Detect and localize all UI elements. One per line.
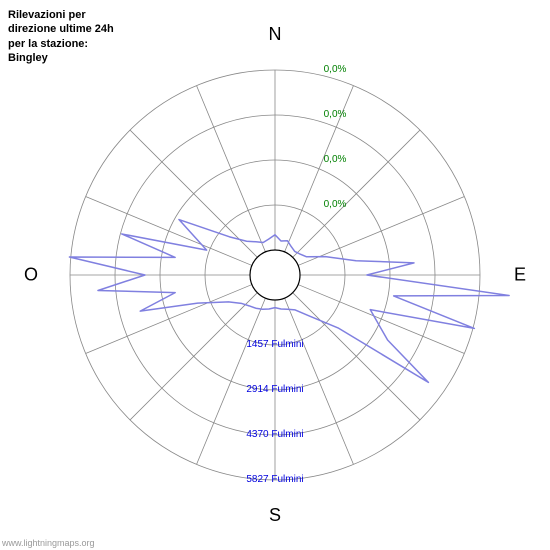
ring-label-bottom-1: 2914 Fulmini xyxy=(246,384,303,395)
ring-label-top-3: 0,0% xyxy=(324,64,347,75)
cardinal-e: E xyxy=(514,265,526,286)
chart-title: Rilevazioni per direzione ultime 24h per… xyxy=(8,8,118,65)
polar-chart xyxy=(0,0,550,550)
ring-label-top-0: 0,0% xyxy=(324,199,347,210)
ring-label-bottom-2: 4370 Fulmini xyxy=(246,429,303,440)
cardinal-s: S xyxy=(269,505,281,526)
cardinal-n: N xyxy=(269,24,282,45)
ring-label-bottom-0: 1457 Fulmini xyxy=(246,339,303,350)
cardinal-o: O xyxy=(24,265,38,286)
ring-label-top-2: 0,0% xyxy=(324,109,347,120)
attribution: www.lightningmaps.org xyxy=(2,538,95,548)
ring-label-bottom-3: 5827 Fulmini xyxy=(246,474,303,485)
ring-label-top-1: 0,0% xyxy=(324,154,347,165)
